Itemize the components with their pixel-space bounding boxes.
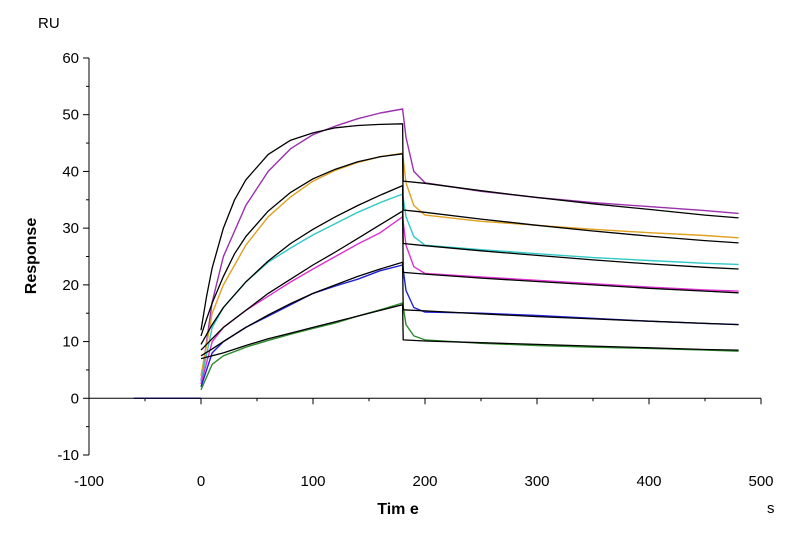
axes [88, 58, 761, 455]
x-tick-label: 400 [636, 473, 661, 490]
x-tick-label: 0 [197, 473, 205, 490]
plot-lines [133, 108, 739, 399]
x-tick-label: 100 [300, 473, 325, 490]
fit-curve [200, 123, 739, 331]
data-curve [200, 108, 739, 382]
y-ticks: -10 0 10 20 30 40 50 60 [57, 50, 89, 464]
fit-curve [200, 261, 739, 357]
x-tick-label: 500 [748, 473, 773, 490]
x-tick-label: -100 [74, 473, 104, 490]
fit-curve [200, 184, 739, 345]
y-tick-label: 50 [62, 107, 79, 124]
fit-curve [200, 304, 739, 360]
y-tick-label: 60 [62, 50, 79, 67]
x-axis-title: Tim e [377, 501, 419, 518]
x-tick-label: 300 [524, 473, 549, 490]
y-axis-title: Response [23, 218, 40, 295]
data-curve [200, 264, 739, 388]
y-unit-label: RU [38, 15, 60, 32]
x-tick-label: 200 [412, 473, 437, 490]
y-tick-label: -10 [57, 447, 79, 464]
y-tick-label: 10 [62, 334, 79, 351]
data-curve [200, 216, 739, 385]
fit-curve [200, 210, 739, 351]
y-tick-label: 30 [62, 220, 79, 237]
x-unit-label: s [767, 500, 775, 517]
x-ticks: -100 0 100 200 300 400 500 [74, 398, 774, 490]
y-tick-label: 0 [71, 390, 79, 407]
y-tick-label: 20 [62, 277, 79, 294]
y-tick-label: 40 [62, 163, 79, 180]
fit-curve [200, 153, 739, 337]
data-curve [200, 302, 739, 391]
